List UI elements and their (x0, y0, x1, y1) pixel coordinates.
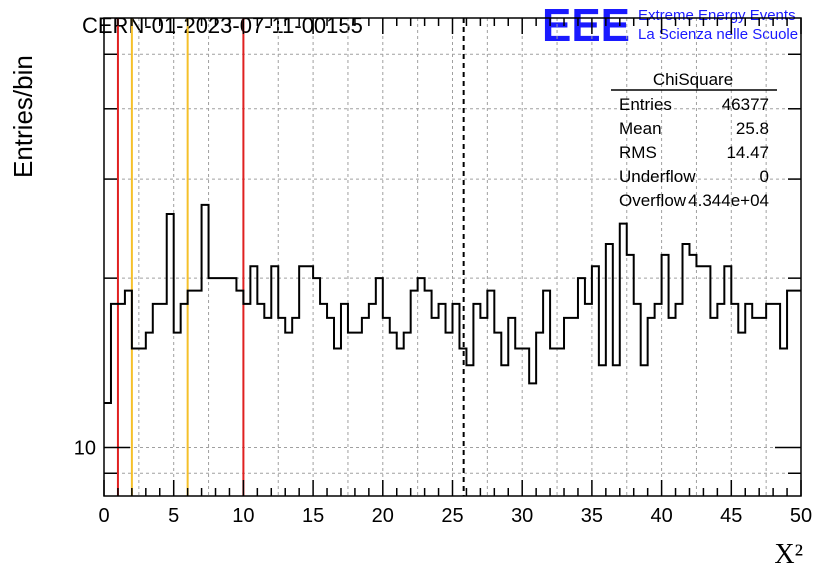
x-tick-label: 40 (650, 505, 672, 527)
stats-value: 25.8 (736, 119, 769, 138)
x-tick-label: 50 (790, 505, 812, 527)
reference-lines (116, 18, 465, 496)
x-tick-label: 25 (441, 505, 463, 527)
axis-ticks (103, 18, 802, 496)
logo-line-1: Extreme Energy Events (638, 7, 796, 24)
histogram-outline (104, 203, 801, 404)
x-axis-title: X² (774, 539, 803, 570)
stats-value: 4.344e+04 (688, 191, 769, 210)
logo-line-2: La Scienza nelle Scuole (638, 26, 798, 43)
stats-title: ChiSquare (653, 70, 733, 89)
y-tick-label: 10 (74, 438, 96, 460)
stats-rows: Entries 46377 Mean 25.8 RMS 14.47 Underflow 0 Ov… (619, 95, 769, 210)
stats-value: 0 (760, 167, 769, 186)
x-tick-label: 10 (232, 505, 254, 527)
x-tick-label: 45 (720, 505, 742, 527)
stats-label: Mean (619, 119, 662, 138)
stats-box: ChiSquare Entries 46377 Mean 25.8 RMS 14.47 Un… (611, 70, 777, 210)
stats-label: Overflow (619, 191, 687, 210)
stats-value: 46377 (722, 95, 769, 114)
x-tick-label: 35 (581, 505, 603, 527)
x-tick-label: 15 (302, 505, 324, 527)
stats-label: Entries (619, 95, 672, 114)
x-tick-label: 20 (372, 505, 394, 527)
y-axis-title: Entries/bin (8, 55, 38, 178)
x-tick-label: 5 (168, 505, 179, 527)
stats-label: RMS (619, 143, 657, 162)
stats-value: 14.47 (726, 143, 769, 162)
y-tick-labels: 10 (74, 438, 96, 460)
x-tick-labels: 0 5 10 15 20 25 30 35 40 45 50 (98, 505, 812, 527)
stats-label: Underflow (619, 167, 696, 186)
run-title: CERN-01-2023-07-11-00155 (82, 13, 363, 38)
x-tick-label: 30 (511, 505, 533, 527)
x-tick-label: 0 (98, 505, 109, 527)
eee-logo: EEE (542, 0, 630, 51)
